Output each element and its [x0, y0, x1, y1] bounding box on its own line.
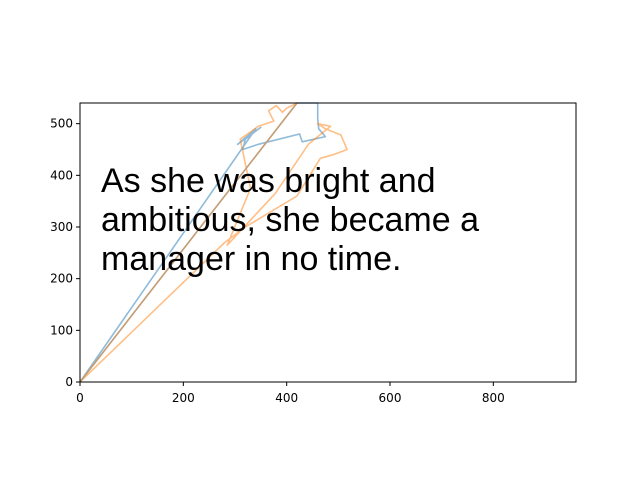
series-line-1: [79, 102, 327, 383]
y-tick-label: 100: [50, 323, 73, 337]
x-tick-label: 600: [379, 391, 402, 405]
y-tick-label: 0: [65, 375, 73, 389]
plot-frame: [79, 102, 577, 383]
y-tick-label: 200: [50, 272, 73, 286]
series-line-2: [79, 102, 348, 383]
x-tick-label: 200: [172, 391, 195, 405]
annotation-line-3: manager in no time.: [101, 240, 402, 278]
x-tick-label: 400: [275, 391, 298, 405]
x-axis: 0 200 400 600 800: [76, 382, 505, 405]
x-tick-label: 800: [482, 391, 505, 405]
y-tick-label: 300: [50, 220, 73, 234]
series-layer: [79, 102, 348, 383]
y-tick-label: 500: [50, 117, 73, 131]
x-tick-label: 0: [76, 391, 84, 405]
annotation-line-1: As she was bright and: [101, 162, 436, 200]
annotation-line-2: ambitious, she became a: [101, 201, 479, 239]
y-axis: 0 100 200 300 400 500: [50, 117, 80, 389]
y-tick-label: 400: [50, 168, 73, 182]
